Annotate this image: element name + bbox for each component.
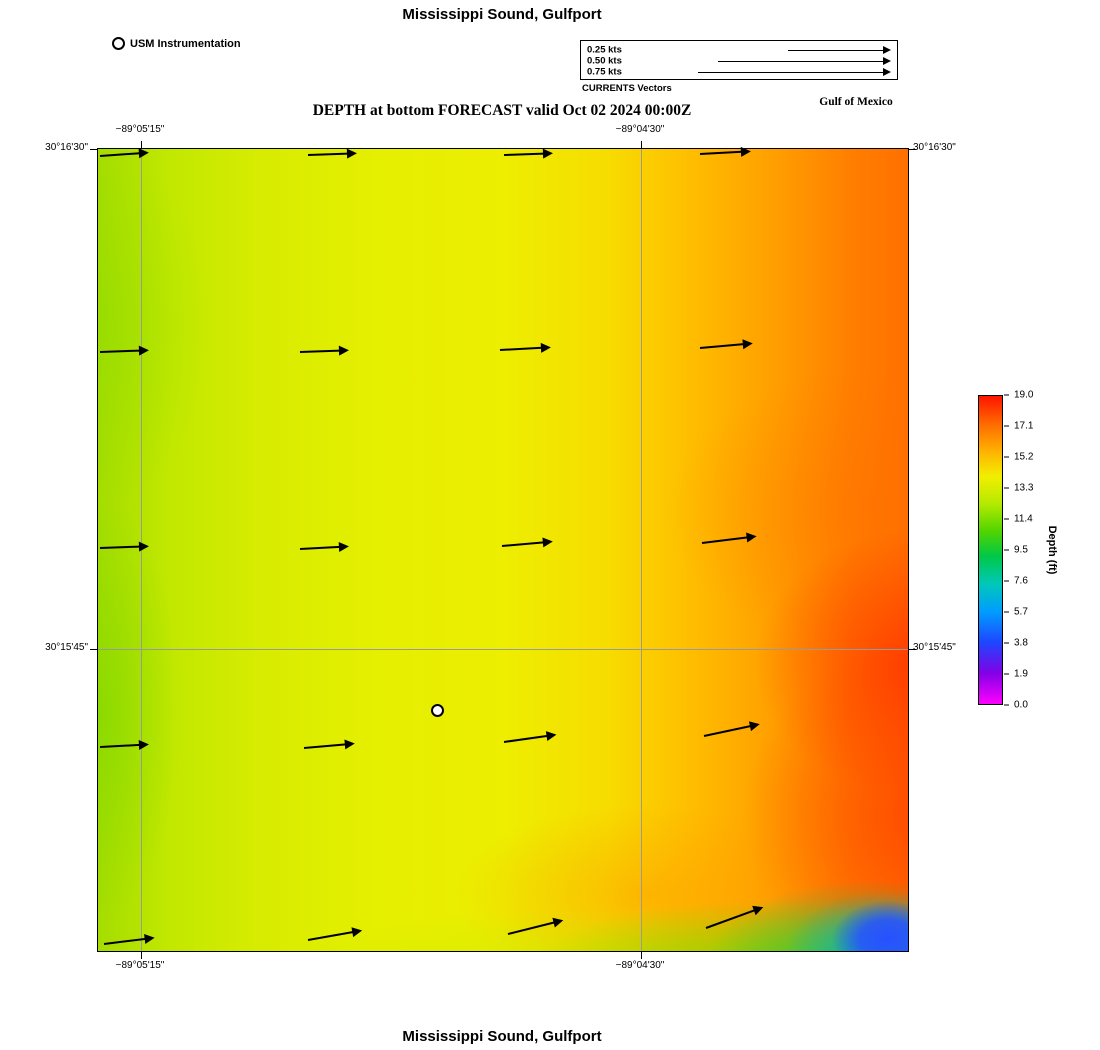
current-vector-arrow	[299, 349, 341, 353]
current-vector-arrow	[705, 909, 756, 929]
current-vector-arrow	[307, 152, 349, 156]
colorbar-tick-label: 7.6	[1014, 575, 1028, 587]
colorbar-tick-mark	[1004, 673, 1009, 675]
axis-tick-label-lat-left-south: 30°15'45"	[45, 642, 88, 653]
current-vector-arrow	[501, 541, 544, 547]
colorbar-tick-label: 0.0	[1014, 699, 1028, 711]
vector-scale-label: 0.75 kts	[587, 66, 622, 77]
colorbar-tick-mark	[1004, 549, 1009, 551]
colorbar-tick-mark	[1004, 704, 1009, 706]
colorbar-tick-label: 13.3	[1014, 482, 1034, 494]
colorbar-tick-label: 5.7	[1014, 606, 1028, 618]
colorbar-axis-label: Depth (ft)	[1046, 525, 1058, 575]
axis-tick	[909, 649, 916, 650]
current-vector-arrow	[699, 150, 742, 155]
current-vector-arrow	[99, 545, 141, 549]
colorbar-tick-label: 1.9	[1014, 668, 1028, 680]
axis-tick	[641, 141, 642, 148]
colorbar-tick: 9.5	[1004, 545, 1028, 556]
current-vector-arrow	[499, 346, 542, 351]
gridline-lon-east	[641, 149, 642, 951]
colorbar-tick-mark	[1004, 425, 1009, 427]
current-vector-arrow	[701, 536, 748, 544]
colorbar-tick-mark	[1004, 580, 1009, 582]
current-vector-arrow	[699, 343, 744, 349]
vector-scale-label: 0.25 kts	[587, 44, 622, 55]
vector-scale-label: 0.50 kts	[587, 55, 622, 66]
vector-scale-row: 0.50 kts	[587, 55, 891, 66]
axis-tick-label-lat-right-south: 30°15'45"	[913, 642, 956, 653]
depth-heatmap-panel	[90, 141, 916, 959]
colorbar-tick: 1.9	[1004, 669, 1028, 680]
axis-tick	[141, 141, 142, 148]
axis-tick	[90, 149, 97, 150]
colorbar-tick-mark	[1004, 518, 1009, 520]
colorbar-tick: 7.6	[1004, 576, 1028, 587]
axis-tick-label-lon-top-east: −89°04'30"	[615, 124, 665, 135]
vector-scale-box: 0.25 kts 0.50 kts 0.75 kts	[580, 40, 898, 80]
colorbar-tick: 3.8	[1004, 638, 1028, 649]
colorbar-tick-mark	[1004, 394, 1009, 396]
vector-scale-arrow	[698, 71, 883, 73]
current-vector-arrow	[503, 152, 545, 156]
page-title: Mississippi Sound, Gulfport	[402, 6, 602, 23]
colorbar-ticks: 19.0 17.1 15.2 13.3 11.4 9.5 7.6 5.7 3.8 1.9 0.0	[1004, 390, 1064, 711]
axis-tick-label-lat-right-north: 30°16'30"	[913, 142, 956, 153]
current-vector-arrow	[303, 743, 346, 749]
current-vector-arrow	[507, 921, 555, 935]
axis-tick-label-lon-bottom-east: −89°04'30"	[615, 960, 665, 971]
current-vector-arrow	[503, 734, 548, 743]
axis-tick-label-lon-top-west: −89°05'15"	[115, 124, 165, 135]
colorbar-tick: 19.0	[1004, 390, 1033, 401]
axis-tick-label-lon-bottom-west: −89°05'15"	[115, 960, 165, 971]
colorbar-tick-mark	[1004, 456, 1009, 458]
colorbar-tick: 15.2	[1004, 452, 1033, 463]
instrumentation-legend: USM Instrumentation	[112, 37, 241, 50]
vector-scale-rows: 0.25 kts 0.50 kts 0.75 kts	[587, 44, 891, 77]
axis-tick	[141, 952, 142, 959]
vector-scale-arrow	[718, 60, 883, 62]
colorbar-tick: 11.4	[1004, 514, 1033, 525]
colorbar-tick-label: 9.5	[1014, 544, 1028, 556]
axis-tick	[909, 149, 916, 150]
vector-legend-title: CURRENTS Vectors	[582, 83, 672, 94]
colorbar-tick: 13.3	[1004, 483, 1033, 494]
current-vector-arrow	[299, 545, 340, 550]
colorbar-tick-mark	[1004, 487, 1009, 489]
vector-scale-row: 0.25 kts	[587, 44, 891, 55]
gridline-lat-south	[98, 649, 908, 650]
instrumentation-legend-label: USM Instrumentation	[130, 37, 241, 50]
current-vector-arrow	[307, 931, 354, 941]
bottom-page-title: Mississippi Sound, Gulfport	[402, 1028, 602, 1045]
colorbar-tick-label: 17.1	[1014, 420, 1034, 432]
colorbar-tick-label: 11.4	[1014, 513, 1033, 525]
vector-scale-arrow	[788, 49, 883, 51]
colorbar-tick-mark	[1004, 642, 1009, 644]
current-vector-arrow	[703, 725, 752, 737]
colorbar-tick: 17.1	[1004, 421, 1033, 432]
colorbar-gradient	[979, 396, 1002, 704]
colorbar-tick-mark	[1004, 611, 1009, 613]
usm-site-marker	[431, 704, 444, 717]
current-vector-arrow	[99, 152, 140, 157]
axis-tick	[641, 952, 642, 959]
axis-tick	[90, 649, 97, 650]
current-vector-arrow	[99, 349, 141, 353]
vector-scale-row: 0.75 kts	[587, 66, 891, 77]
colorbar-tick-label: 3.8	[1014, 637, 1028, 649]
colorbar-tick: 0.0	[1004, 700, 1028, 711]
region-label: Gulf of Mexico	[819, 96, 893, 108]
instrumentation-marker-icon	[112, 37, 125, 50]
current-vector-arrow	[103, 937, 146, 945]
colorbar-tick-label: 15.2	[1014, 451, 1034, 463]
colorbar-tick: 5.7	[1004, 607, 1028, 618]
forecast-subtitle: DEPTH at bottom FORECAST valid Oct 02 20…	[312, 102, 692, 119]
colorbar-tick-label: 19.0	[1014, 389, 1034, 401]
colorbar	[978, 395, 1003, 705]
current-vector-arrow	[99, 743, 140, 748]
axis-tick-label-lat-left-north: 30°16'30"	[45, 142, 88, 153]
